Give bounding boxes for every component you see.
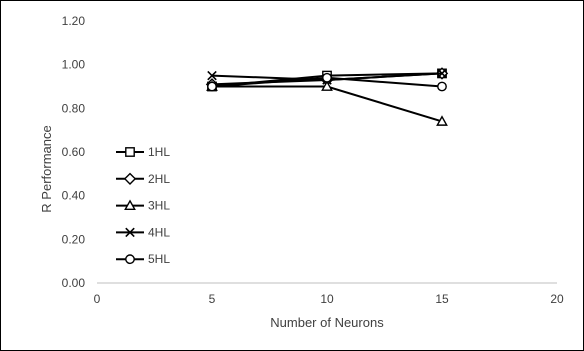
series-3hl [206,80,448,126]
x-axis-ticks: 0 5 10 15 20 [94,292,564,306]
x-tick-label: 10 [320,292,334,306]
data-point [322,72,332,83]
legend-item-4hl: 4HL [116,225,170,239]
x-tick-label: 0 [94,292,101,306]
legend-label: 3HL [148,199,170,213]
data-point [436,115,448,126]
legend-marker [125,254,135,265]
series-layer [205,67,449,126]
y-tick-label: 0.20 [62,232,86,246]
y-tick-label: 0.00 [62,276,86,290]
legend-marker [125,147,135,157]
legend-marker [124,199,136,211]
series-5hl [207,72,447,92]
legend-item-5hl: 5HL [116,252,170,266]
y-axis-title: R Performance [39,125,54,212]
legend-item-1hl: 1HL [116,145,170,159]
legend-label: 2HL [148,172,170,186]
y-tick-label: 0.60 [62,145,86,159]
data-point [207,70,217,81]
series-line [212,85,443,123]
data-point [437,68,447,79]
legend-marker [125,227,135,238]
data-point [321,80,333,91]
data-point [437,81,447,92]
legend-label: 4HL [148,225,170,239]
data-point [207,81,217,92]
legend-item-2hl: 2HL [116,172,170,186]
x-tick-label: 15 [435,292,449,306]
y-tick-label: 0.80 [62,101,86,115]
x-tick-label: 20 [550,292,564,306]
legend-label: 5HL [148,252,170,266]
y-tick-label: 1.00 [62,58,86,72]
x-axis-title: Number of Neurons [270,315,384,330]
legend: 1HL 2HL 3HL 4HL 5HL [116,145,170,266]
x-tick-label: 5 [209,292,216,306]
y-axis-ticks: 0.00 0.20 0.40 0.60 0.80 1.00 1.20 [62,14,86,290]
y-tick-label: 1.20 [62,14,86,28]
y-tick-label: 0.40 [62,189,86,203]
legend-label: 1HL [148,145,170,159]
legend-marker [123,172,137,185]
legend-item-3hl: 3HL [116,199,170,213]
